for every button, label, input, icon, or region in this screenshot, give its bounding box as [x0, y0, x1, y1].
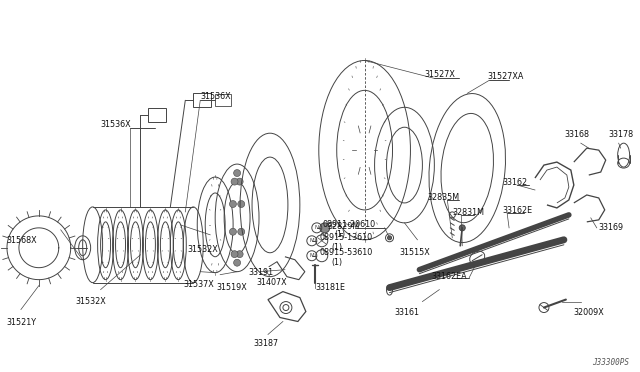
Text: M: M [310, 238, 314, 243]
Text: N: N [315, 225, 319, 230]
Text: 31519X: 31519X [216, 283, 247, 292]
Circle shape [231, 251, 238, 258]
Circle shape [237, 201, 244, 208]
Text: 31532X: 31532X [188, 245, 218, 254]
Bar [215, 94, 231, 106]
Text: (1): (1) [332, 243, 343, 252]
Circle shape [460, 225, 465, 231]
Text: 33162: 33162 [502, 178, 527, 187]
Text: 33168: 33168 [565, 130, 590, 139]
Circle shape [236, 178, 243, 185]
Circle shape [388, 236, 392, 240]
Text: 08915-13610: 08915-13610 [320, 233, 373, 242]
Text: 32831M: 32831M [452, 208, 484, 217]
Text: 31537X: 31537X [183, 280, 214, 289]
Bar [148, 108, 166, 122]
Bar [193, 93, 211, 107]
Text: 33181E: 33181E [316, 283, 346, 292]
Text: 08915-53610: 08915-53610 [320, 248, 373, 257]
Circle shape [234, 259, 241, 266]
Text: 31532X: 31532X [76, 296, 106, 305]
Circle shape [234, 170, 241, 177]
Text: 33169: 33169 [599, 223, 624, 232]
Text: 08911-20610: 08911-20610 [323, 220, 376, 229]
Text: 31515X: 31515X [399, 248, 430, 257]
Text: 33162E: 33162E [502, 206, 532, 215]
Circle shape [236, 251, 243, 258]
Text: 33187: 33187 [253, 339, 278, 349]
Text: (1): (1) [332, 258, 343, 267]
Text: 33178: 33178 [609, 130, 634, 139]
Text: 31527X: 31527X [424, 70, 455, 80]
Text: (1): (1) [335, 230, 346, 239]
Circle shape [230, 228, 236, 235]
Text: 32009X: 32009X [574, 308, 605, 317]
Text: 31407X: 31407X [256, 278, 287, 287]
Circle shape [237, 228, 244, 235]
Text: 33191: 33191 [248, 268, 273, 277]
Text: 32835M: 32835M [428, 193, 460, 202]
Circle shape [320, 223, 330, 233]
Text: 33161: 33161 [394, 308, 419, 317]
Text: M: M [310, 253, 314, 258]
Text: 31536X: 31536X [100, 120, 131, 129]
Text: 31527XA: 31527XA [487, 73, 524, 81]
Text: 31536X: 31536X [200, 92, 231, 101]
Text: 32829M: 32829M [328, 222, 360, 231]
Text: 31521Y: 31521Y [6, 318, 36, 327]
Text: 33162EA: 33162EA [431, 272, 467, 281]
Text: J33300PS: J33300PS [591, 358, 628, 367]
Text: 31568X: 31568X [6, 236, 36, 245]
Circle shape [230, 201, 236, 208]
Circle shape [231, 178, 238, 185]
